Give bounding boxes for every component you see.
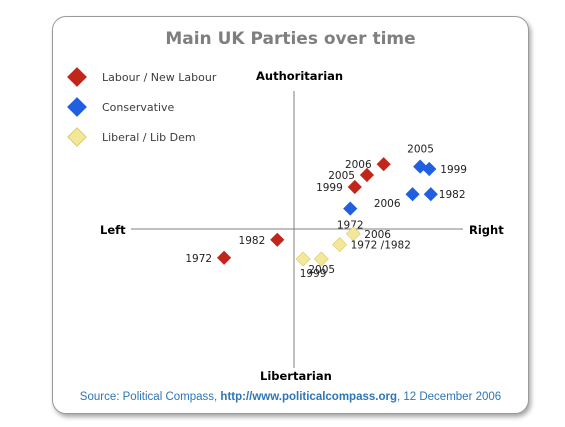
source-note: Source: Political Compass, http://www.po… (53, 391, 528, 403)
data-label-liberal-2006: 2006 (364, 229, 391, 241)
axis-title-authoritarian: Authoritarian (256, 69, 344, 83)
axis-title-left: Left (100, 223, 126, 237)
data-point-liberal-2006 (345, 226, 361, 242)
chart-title: Main UK Parties over time (165, 29, 416, 49)
legend-item-labour: Labour / New Labour (67, 67, 216, 87)
data-label-conservative-2006: 2006 (374, 198, 401, 210)
legend-item-liberal: Liberal / Lib Dem (67, 127, 196, 147)
source-prefix: Source: Political Compass, (79, 391, 221, 403)
data-point-liberal-1972-1982 (332, 237, 348, 253)
source-url[interactable]: http://www.politicalcompass.org (220, 391, 397, 403)
plot-area: 1972198219992005200619722006198220051999… (131, 91, 467, 368)
data-label-labour-1972: 1972 (185, 253, 212, 265)
data-label-labour-2005: 2005 (328, 170, 355, 182)
data-point-conservative-1982 (423, 187, 438, 202)
data-point-labour-1982 (270, 232, 285, 247)
data-label-conservative-1972: 1972 (337, 220, 364, 232)
legend-label-labour: Labour / New Labour (102, 70, 217, 84)
data-label-conservative-1982: 1982 (439, 189, 466, 201)
source-suffix: , 12 December 2006 (396, 391, 502, 403)
data-label-liberal-1999: 1999 (300, 268, 327, 280)
data-label-liberal-1972-1982: 1972 /1982 (351, 240, 411, 252)
chart-card: Main UK Parties over time Labour / New L… (52, 16, 529, 414)
data-label-labour-1982: 1982 (239, 235, 266, 247)
data-point-labour-2005 (359, 167, 375, 183)
data-point-conservative-2006 (405, 187, 420, 202)
legend-label-conservative: Conservative (102, 100, 175, 114)
data-label-conservative-2005: 2005 (407, 144, 434, 156)
data-point-liberal-2005 (313, 251, 329, 267)
axis-title-right: Right (469, 223, 504, 237)
data-label-labour-2006: 2006 (345, 159, 372, 171)
data-point-liberal-1999 (295, 251, 311, 267)
data-point-labour-2006 (376, 157, 391, 172)
legend-item-conservative: Conservative (67, 97, 174, 117)
data-point-labour-1972 (217, 250, 232, 265)
data-point-labour-1999 (347, 179, 362, 195)
data-label-conservative-1999: 1999 (440, 164, 467, 176)
legend-label-liberal: Liberal / Lib Dem (102, 130, 196, 144)
data-point-conservative-1972 (343, 201, 358, 216)
points-layer: 1972198219992005200619722006198220051999… (185, 144, 467, 280)
data-label-liberal-2005: 2005 (308, 264, 335, 276)
axis-title-libertarian: Libertarian (260, 369, 332, 383)
data-label-labour-1999: 1999 (316, 182, 343, 194)
data-point-conservative-1999 (422, 161, 437, 177)
